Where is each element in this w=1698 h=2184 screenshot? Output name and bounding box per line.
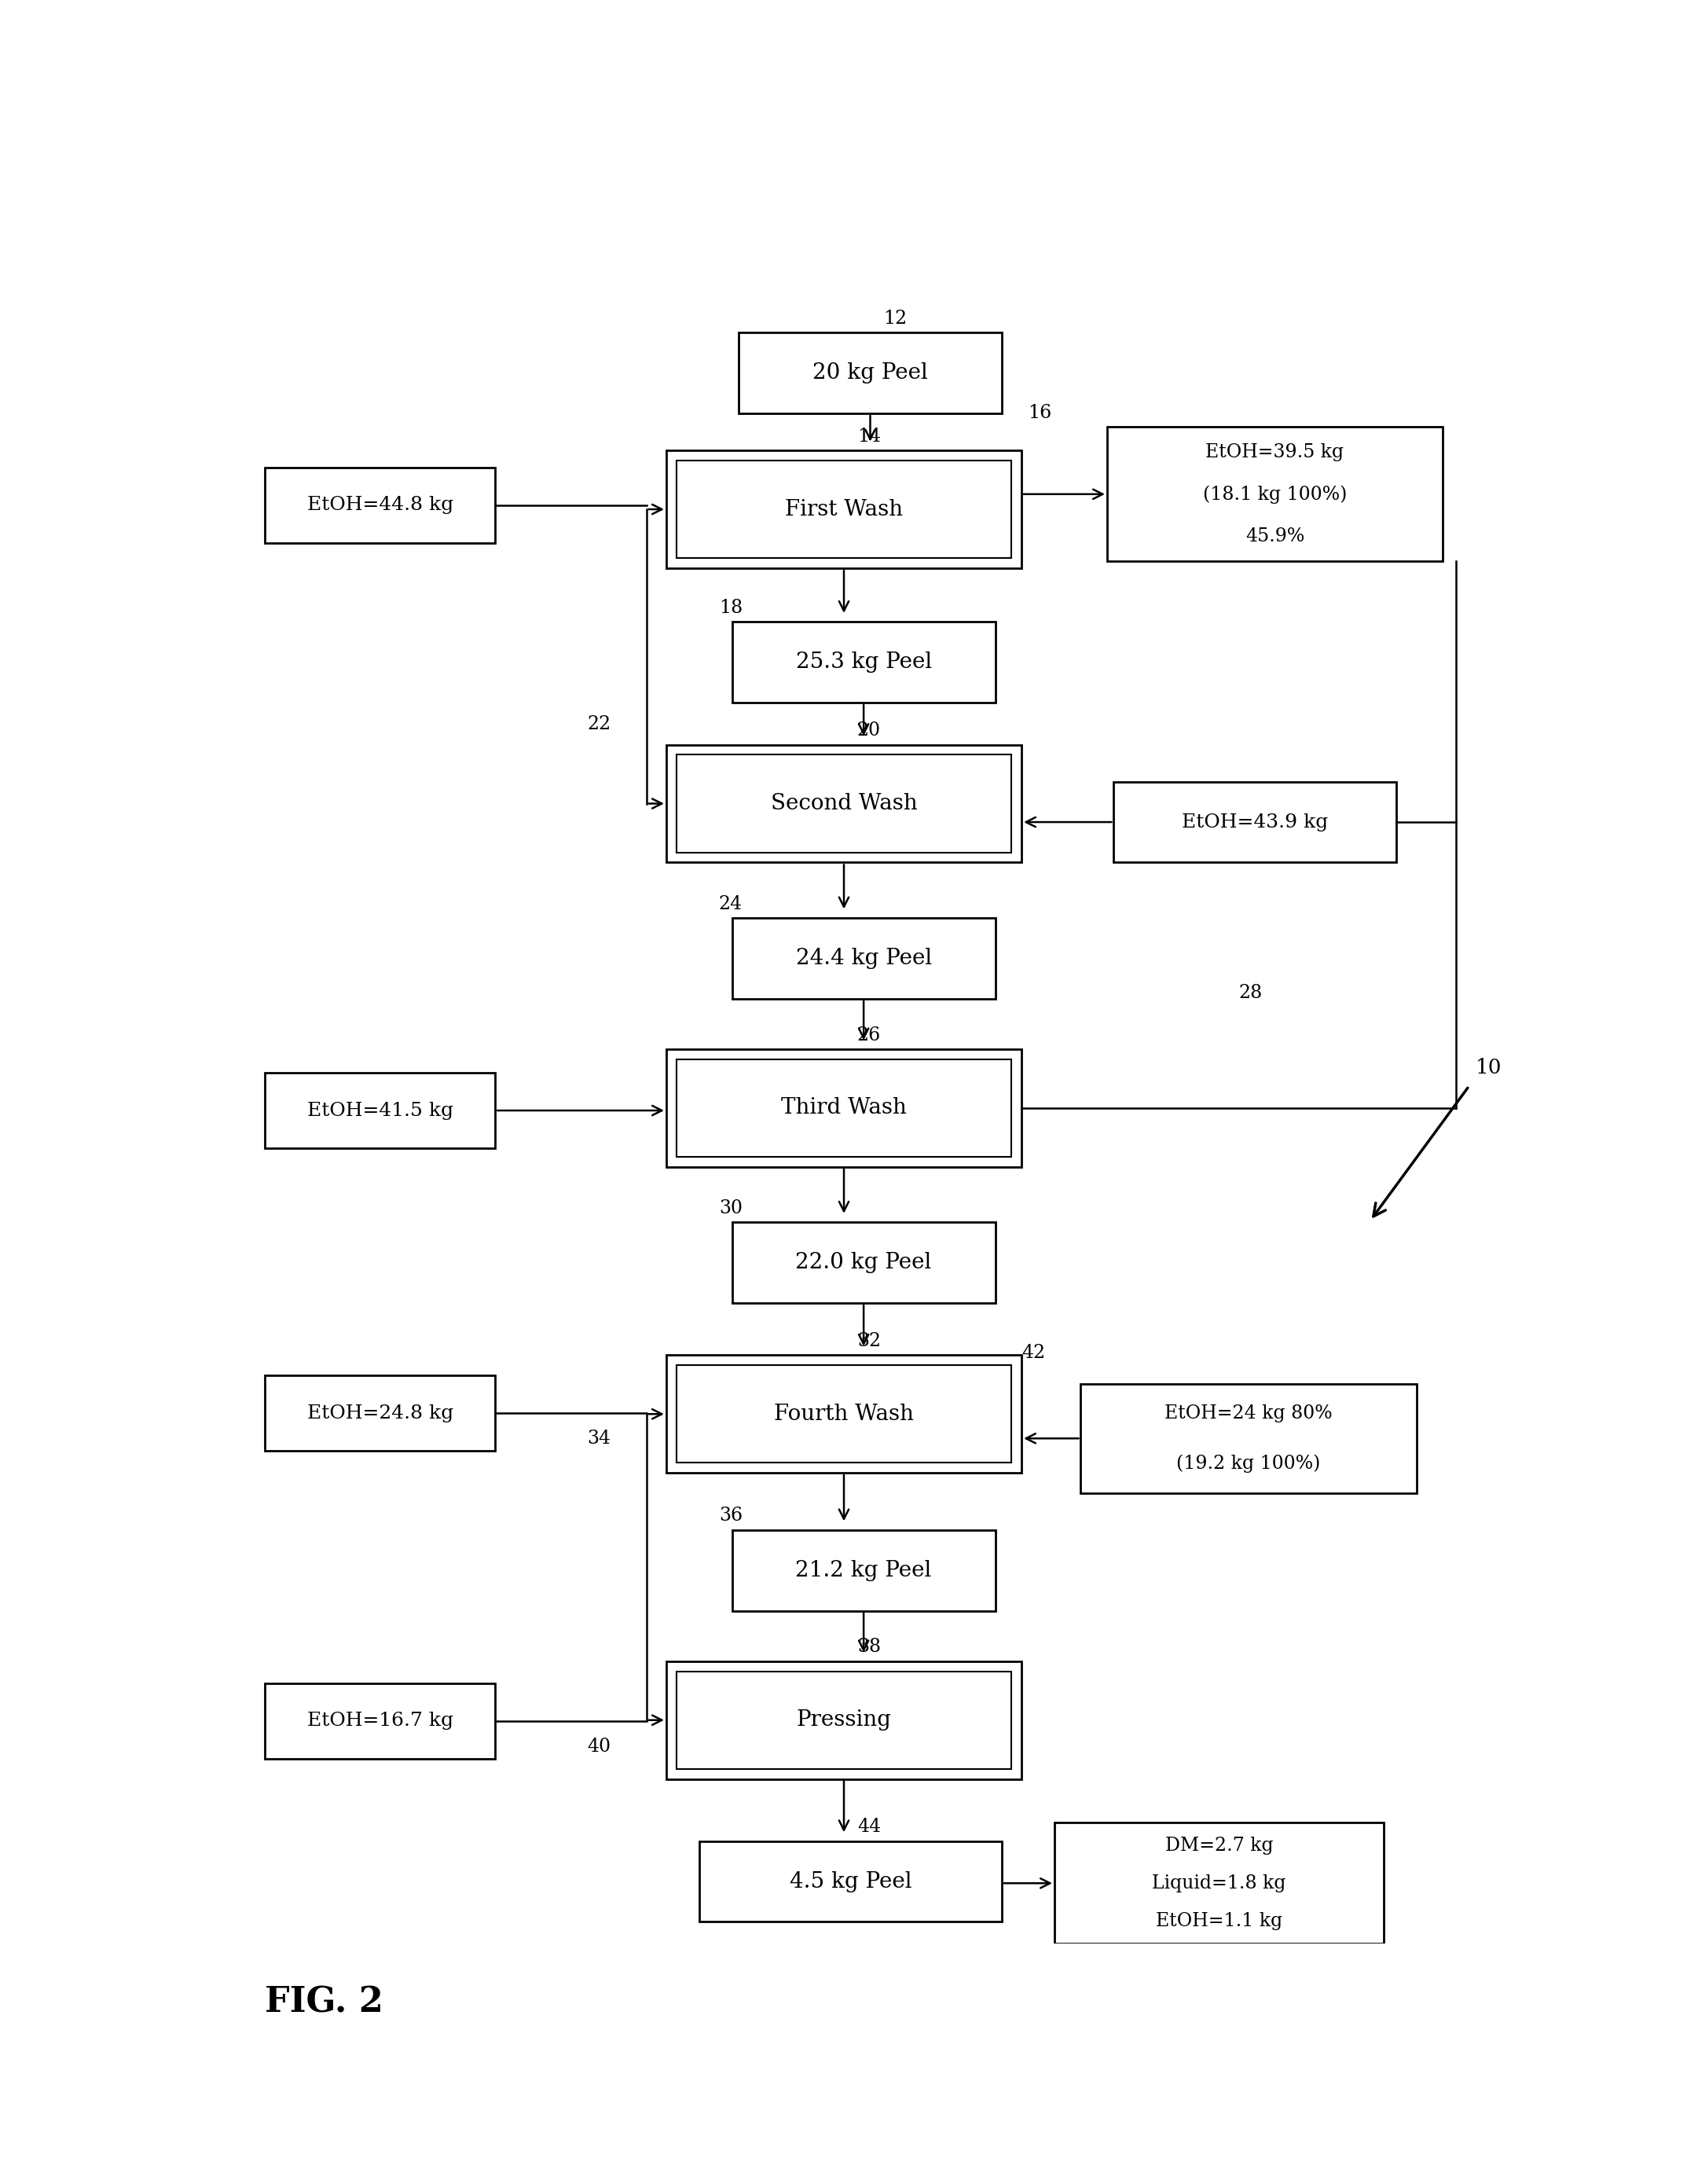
Bar (265, 467, 496, 544)
Bar (666, 1048, 1022, 1166)
Text: EtOH=43.9 kg: EtOH=43.9 kg (1182, 812, 1328, 832)
Text: 25.3 kg Peel: 25.3 kg Peel (796, 651, 932, 673)
Text: Fourth Wash: Fourth Wash (774, 1404, 914, 1424)
Bar (732, 622, 995, 703)
Bar (678, 756, 1010, 852)
Bar (678, 1059, 1010, 1158)
Text: 45.9%: 45.9% (1245, 526, 1304, 546)
Text: (18.1 kg 100%): (18.1 kg 100%) (1202, 485, 1347, 502)
Bar (700, 1841, 1002, 1922)
Bar (666, 450, 1022, 568)
Text: Liquid=1.8 kg: Liquid=1.8 kg (1151, 1874, 1285, 1891)
Text: 22: 22 (588, 714, 611, 734)
Text: 18: 18 (718, 598, 742, 616)
Bar (1114, 782, 1397, 863)
Bar (1107, 426, 1443, 561)
Text: 36: 36 (718, 1507, 742, 1524)
Bar (678, 461, 1010, 559)
Bar (732, 1223, 995, 1304)
Text: 10: 10 (1476, 1057, 1503, 1077)
Text: 28: 28 (1240, 985, 1262, 1002)
Text: 20 kg Peel: 20 kg Peel (813, 363, 927, 384)
Text: 38: 38 (857, 1638, 881, 1655)
Bar (265, 1684, 496, 1758)
Bar (1054, 1824, 1384, 1944)
Text: (19.2 kg 100%): (19.2 kg 100%) (1177, 1455, 1321, 1472)
Text: EtOH=24.8 kg: EtOH=24.8 kg (307, 1404, 453, 1422)
Text: 12: 12 (883, 310, 907, 328)
Text: 24: 24 (718, 895, 742, 913)
Text: 22.0 kg Peel: 22.0 kg Peel (796, 1251, 932, 1273)
Text: 14: 14 (857, 428, 881, 446)
Text: EtOH=44.8 kg: EtOH=44.8 kg (307, 496, 453, 513)
Text: Pressing: Pressing (796, 1710, 891, 1730)
Text: EtOH=41.5 kg: EtOH=41.5 kg (307, 1101, 453, 1120)
Text: 24.4 kg Peel: 24.4 kg Peel (796, 948, 932, 970)
Text: DM=2.7 kg: DM=2.7 kg (1165, 1837, 1274, 1854)
Bar (265, 1072, 496, 1149)
Text: 44: 44 (857, 1817, 881, 1837)
Text: EtOH=39.5 kg: EtOH=39.5 kg (1206, 443, 1345, 461)
Bar (678, 1365, 1010, 1463)
Bar (666, 1354, 1022, 1472)
Bar (678, 1671, 1010, 1769)
Text: 42: 42 (1022, 1343, 1046, 1363)
Bar (666, 745, 1022, 863)
Text: EtOH=24 kg 80%: EtOH=24 kg 80% (1165, 1404, 1333, 1422)
Bar (732, 1531, 995, 1612)
Bar (732, 917, 995, 998)
Text: 34: 34 (588, 1431, 611, 1448)
Bar (739, 332, 1002, 413)
Text: 16: 16 (1029, 404, 1051, 422)
Bar (666, 1662, 1022, 1780)
Text: EtOH=1.1 kg: EtOH=1.1 kg (1156, 1911, 1282, 1931)
Text: EtOH=16.7 kg: EtOH=16.7 kg (307, 1712, 453, 1730)
Text: First Wash: First Wash (784, 498, 903, 520)
Text: Third Wash: Third Wash (781, 1096, 907, 1118)
Text: 40: 40 (588, 1736, 611, 1756)
Bar (265, 1376, 496, 1450)
Text: 26: 26 (857, 1026, 881, 1044)
Text: FIG. 2: FIG. 2 (265, 1985, 384, 2020)
Text: 20: 20 (857, 721, 881, 740)
Text: 30: 30 (718, 1199, 742, 1216)
Text: 4.5 kg Peel: 4.5 kg Peel (790, 1872, 912, 1891)
Bar (1082, 1385, 1416, 1494)
Text: Second Wash: Second Wash (771, 793, 917, 815)
Text: 32: 32 (857, 1332, 881, 1350)
Text: 21.2 kg Peel: 21.2 kg Peel (796, 1559, 932, 1581)
